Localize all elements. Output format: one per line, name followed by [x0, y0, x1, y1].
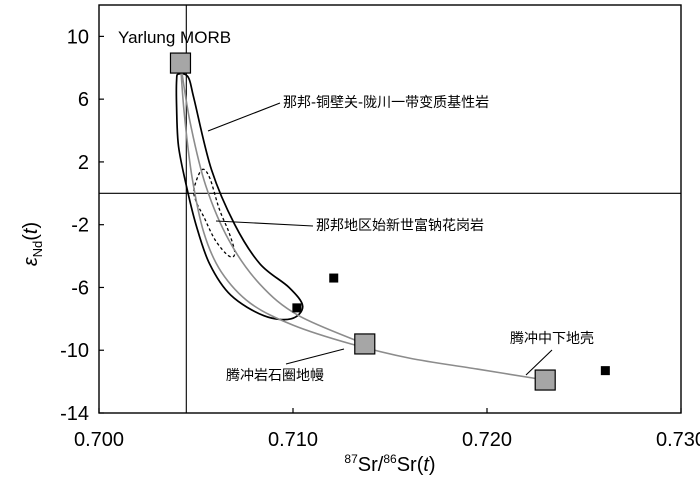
y-tick-label: -6 — [71, 277, 89, 299]
sample-point-1 — [329, 273, 339, 283]
x-axis-title: 87Sr/86Sr(t) — [344, 452, 435, 476]
endmember-square-2 — [354, 333, 376, 355]
label-yarlung-morb: Yarlung MORB — [118, 28, 231, 47]
endmember-square-3 — [534, 369, 556, 391]
y-tick-label: 6 — [78, 89, 89, 111]
label-granite-field: 那邦地区始新世富钠花岗岩 — [316, 217, 484, 234]
mixing-curve-2 — [179, 62, 366, 345]
leader-crust — [525, 349, 553, 376]
label-lower-crust: 腾冲中下地壳 — [510, 330, 594, 347]
label-metabasite-field: 那邦-铜壁关-陇川一带变质基性岩 — [283, 94, 489, 111]
x-tick-label: 0.720 — [462, 429, 512, 451]
leader-granite — [215, 220, 314, 227]
leader-mantle — [285, 348, 345, 365]
y-axis-title: εNd(t) — [20, 222, 45, 266]
leader-metabasite — [207, 102, 281, 132]
field-granite-outline — [193, 168, 236, 258]
y-tick-label: -10 — [60, 340, 89, 362]
sample-point-2 — [292, 303, 302, 313]
y-tick-label: -2 — [71, 215, 89, 237]
endmember-square-1 — [169, 52, 192, 74]
mixing-curve-1 — [179, 63, 546, 381]
label-lithospheric-mantle: 腾冲岩石圈地幔 — [226, 367, 324, 384]
x-tick-label: 0.700 — [74, 429, 124, 451]
y-tick-label: -14 — [60, 403, 89, 425]
x-tick-label: 0.730 — [656, 429, 700, 451]
y-tick-label: 10 — [67, 26, 89, 48]
field-metabasite-outline — [175, 72, 304, 321]
plot-frame — [98, 4, 682, 414]
y-tick-label: 2 — [78, 152, 89, 174]
sample-point-3 — [600, 366, 610, 376]
x-tick-label: 0.710 — [268, 429, 318, 451]
